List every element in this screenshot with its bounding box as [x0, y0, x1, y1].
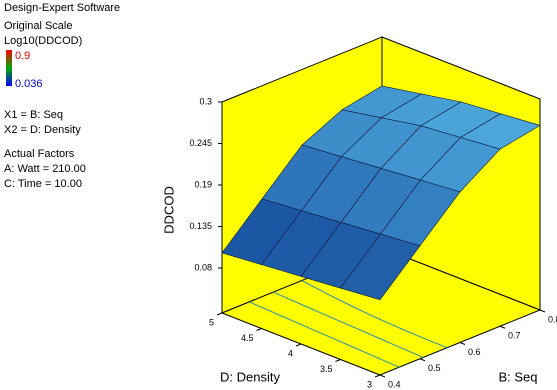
x-tick-label: 0.8 — [548, 314, 557, 324]
y-tick-label: 4 — [288, 348, 293, 358]
x-tick-label: 0.5 — [428, 363, 441, 373]
x-tick-label: 0.6 — [468, 347, 481, 357]
y-tick — [295, 343, 302, 347]
floor-contour — [301, 280, 448, 349]
y-tick-label: 5 — [209, 317, 214, 327]
y-tick — [374, 374, 381, 378]
header-line: Design-Expert Software — [4, 2, 120, 14]
x-tick — [419, 358, 426, 362]
floor-contour — [273, 291, 424, 358]
factor: X1 = B: Seq — [4, 109, 63, 121]
z-tick-label: 0.3 — [199, 96, 212, 106]
actual-factor: A: Watt = 210.00 — [4, 163, 86, 175]
y-tick-label: 4.5 — [241, 333, 254, 343]
x-tick — [499, 325, 506, 329]
factor: X2 = D: Density — [4, 124, 81, 136]
legend-colorbar — [6, 50, 12, 86]
x-axis-title: B: Seq — [498, 369, 537, 384]
x-tick — [539, 309, 546, 313]
y-tick-label: 3.5 — [320, 364, 333, 374]
plot: 0.08 0.135 0.19 0.245 0.3 3 3.5 4 4.5 5 0.4 0.5 0.6 0… — [161, 36, 557, 389]
z-tick-label: 0.135 — [189, 221, 212, 231]
x-tick-label: 0.4 — [388, 379, 401, 389]
floor-contour — [249, 301, 400, 368]
actual-factor: C: Time = 10.00 — [4, 178, 82, 190]
z-tick-label: 0.245 — [189, 138, 212, 148]
surface-cell — [340, 233, 421, 301]
y-tick-label: 3 — [367, 379, 372, 389]
header-line: Original Scale — [4, 20, 72, 32]
z-axis-title: DDCOD — [161, 186, 176, 234]
y-tick — [335, 359, 341, 362]
x-tick-label: 0.7 — [508, 331, 521, 341]
z-tick-label: 0.19 — [194, 179, 212, 189]
x-tick — [379, 374, 386, 378]
legend-high: 0.9 — [15, 50, 30, 62]
y-tick — [256, 328, 262, 331]
y-tick — [216, 312, 223, 316]
x-tick — [459, 342, 466, 345]
z-tick-label: 0.08 — [194, 262, 212, 272]
legend-low: 0.036 — [15, 78, 43, 90]
header-line: Log10(DDCOD) — [4, 35, 82, 47]
y-axis-title: D: Density — [220, 369, 280, 384]
actual-title: Actual Factors — [4, 148, 75, 160]
